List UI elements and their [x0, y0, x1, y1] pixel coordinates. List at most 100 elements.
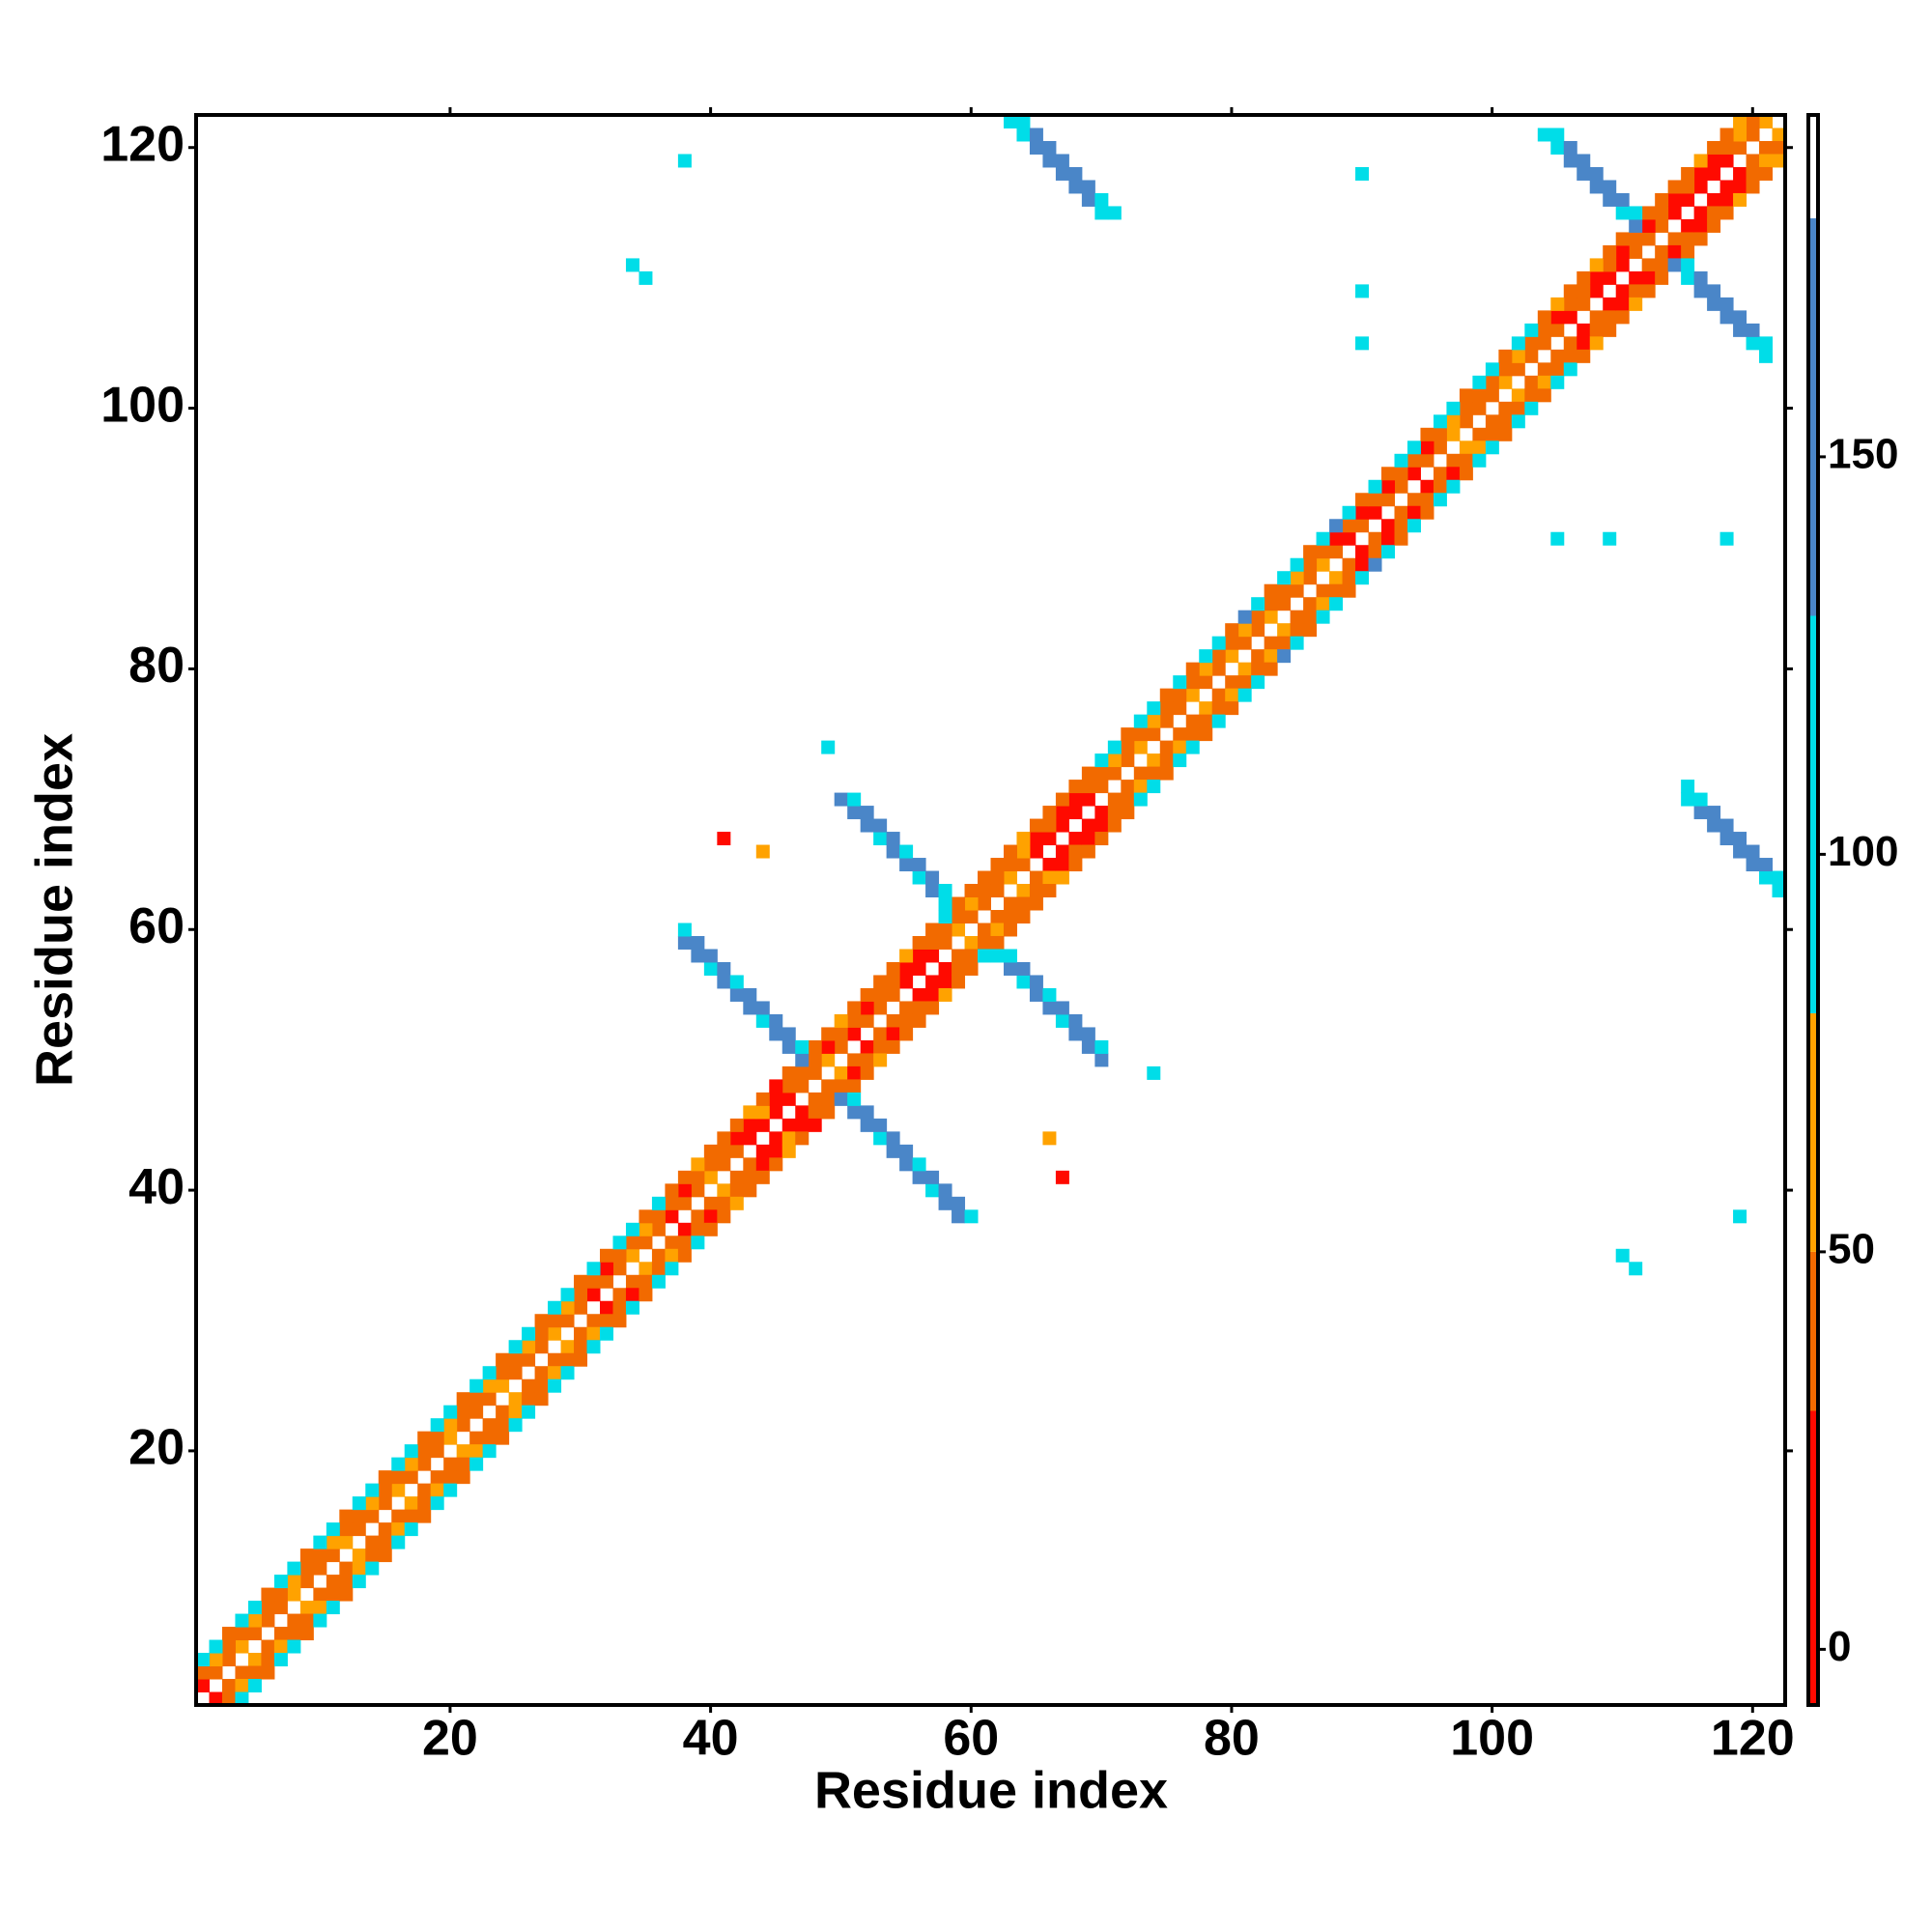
- heatmap-cell: [1121, 727, 1135, 742]
- heatmap-cell: [665, 1262, 679, 1276]
- heatmap-cell: [548, 1366, 562, 1380]
- heatmap-cell: [886, 832, 900, 846]
- heatmap-cell: [496, 1378, 510, 1393]
- heatmap-cell: [1459, 467, 1473, 481]
- heatmap-cell: [912, 858, 926, 872]
- heatmap-cell: [677, 923, 692, 937]
- heatmap-cell: [1147, 701, 1161, 716]
- heatmap-cell: [1406, 440, 1421, 455]
- heatmap-cell: [912, 1013, 926, 1028]
- heatmap-cell: [378, 1496, 392, 1511]
- heatmap-cell: [1589, 336, 1604, 351]
- heatmap-cell: [1485, 440, 1499, 455]
- heatmap-cell: [899, 1144, 914, 1158]
- heatmap-cell: [1772, 154, 1786, 168]
- y-tick-label: 80: [128, 638, 185, 694]
- heatmap-cell: [496, 1352, 510, 1367]
- heatmap-cell: [639, 1236, 653, 1250]
- heatmap-cell: [1237, 610, 1252, 624]
- heatmap-cell: [912, 1001, 926, 1015]
- heatmap-cell: [1355, 284, 1370, 298]
- heatmap-cell: [1277, 597, 1292, 611]
- heatmap-cell: [599, 1300, 613, 1315]
- heatmap-cell: [1225, 701, 1239, 716]
- heatmap-cell: [639, 270, 653, 285]
- heatmap-cell: [522, 1392, 536, 1406]
- heatmap-cell: [1550, 362, 1565, 377]
- heatmap-cell: [1472, 440, 1487, 455]
- heatmap-cell: [482, 1431, 497, 1445]
- heatmap-cell: [196, 1665, 210, 1680]
- heatmap-cell: [1277, 583, 1292, 598]
- heatmap-cell: [1251, 649, 1265, 664]
- heatmap-cell: [1420, 427, 1435, 441]
- heatmap-cell: [912, 987, 926, 1002]
- heatmap-cell: [677, 935, 692, 950]
- heatmap-cell: [925, 870, 940, 885]
- heatmap-cell: [990, 910, 1005, 923]
- heatmap-cell: [1433, 493, 1447, 507]
- heatmap-cell: [1342, 505, 1356, 520]
- heatmap-cell: [326, 1522, 340, 1537]
- heatmap-cell: [1185, 688, 1200, 702]
- heatmap-cell: [1094, 1039, 1109, 1054]
- heatmap-cell: [352, 1561, 366, 1576]
- heatmap-cell: [717, 1157, 731, 1172]
- heatmap-cell: [326, 1587, 340, 1602]
- heatmap-cell: [677, 154, 692, 168]
- heatmap-cell: [1511, 401, 1525, 415]
- heatmap-cell: [1472, 427, 1487, 441]
- heatmap-cell: [1107, 806, 1122, 820]
- heatmap-cell: [1459, 401, 1473, 415]
- heatmap-cell: [247, 1653, 262, 1667]
- heatmap-cell: [1394, 453, 1408, 468]
- heatmap-cell: [1589, 258, 1604, 272]
- heatmap-cell: [1681, 180, 1695, 194]
- heatmap-cell: [1655, 192, 1669, 207]
- heatmap-cell: [1446, 427, 1461, 441]
- heatmap-cell: [574, 1340, 588, 1354]
- heatmap-cell: [1277, 571, 1292, 585]
- heatmap-cell: [691, 1209, 705, 1224]
- heatmap-cell: [1081, 844, 1095, 859]
- heatmap-cell: [1693, 270, 1708, 285]
- x-tick-label: 100: [1450, 1711, 1534, 1767]
- heatmap-cell: [1537, 362, 1551, 377]
- heatmap-cell: [508, 1392, 523, 1406]
- heatmap-cell: [1173, 753, 1187, 768]
- heatmap-cell: [1173, 688, 1187, 702]
- heatmap-cell: [1199, 662, 1213, 676]
- heatmap-cell: [1641, 218, 1656, 233]
- heatmap-cell: [1629, 284, 1643, 298]
- heatmap-cell: [443, 1457, 458, 1471]
- heatmap-cell: [548, 1314, 562, 1328]
- heatmap-cell: [821, 1053, 836, 1067]
- heatmap-cell: [352, 1548, 366, 1563]
- heatmap-cell: [808, 1092, 822, 1106]
- heatmap-cell: [1719, 192, 1734, 207]
- heatmap-cell: [482, 1378, 497, 1393]
- heatmap-cell: [1733, 310, 1747, 325]
- heatmap-cell: [1277, 636, 1292, 650]
- heatmap-cell: [821, 1092, 836, 1106]
- heatmap-cell: [313, 1561, 327, 1576]
- heatmap-cell: [287, 1639, 301, 1654]
- heatmap-cell: [677, 1236, 692, 1250]
- heatmap-cell: [1042, 987, 1057, 1002]
- heatmap-cell: [1667, 244, 1682, 259]
- heatmap-cell: [938, 987, 952, 1002]
- heatmap-cell: [1603, 323, 1617, 337]
- heatmap-cell: [639, 1288, 653, 1302]
- heatmap-cell: [1707, 297, 1721, 311]
- heatmap-cell: [1537, 128, 1551, 142]
- heatmap-cell: [1225, 688, 1239, 702]
- heatmap-cell: [808, 1039, 822, 1054]
- heatmap-cell: [391, 1522, 406, 1537]
- heatmap-cell: [1446, 467, 1461, 481]
- heatmap-cell: [860, 818, 874, 833]
- heatmap-cell: [938, 1196, 952, 1210]
- heatmap-cell: [1342, 557, 1356, 572]
- heatmap-cell: [1577, 270, 1591, 285]
- x-tick-label: 40: [683, 1711, 739, 1767]
- heatmap-cell: [729, 1170, 744, 1184]
